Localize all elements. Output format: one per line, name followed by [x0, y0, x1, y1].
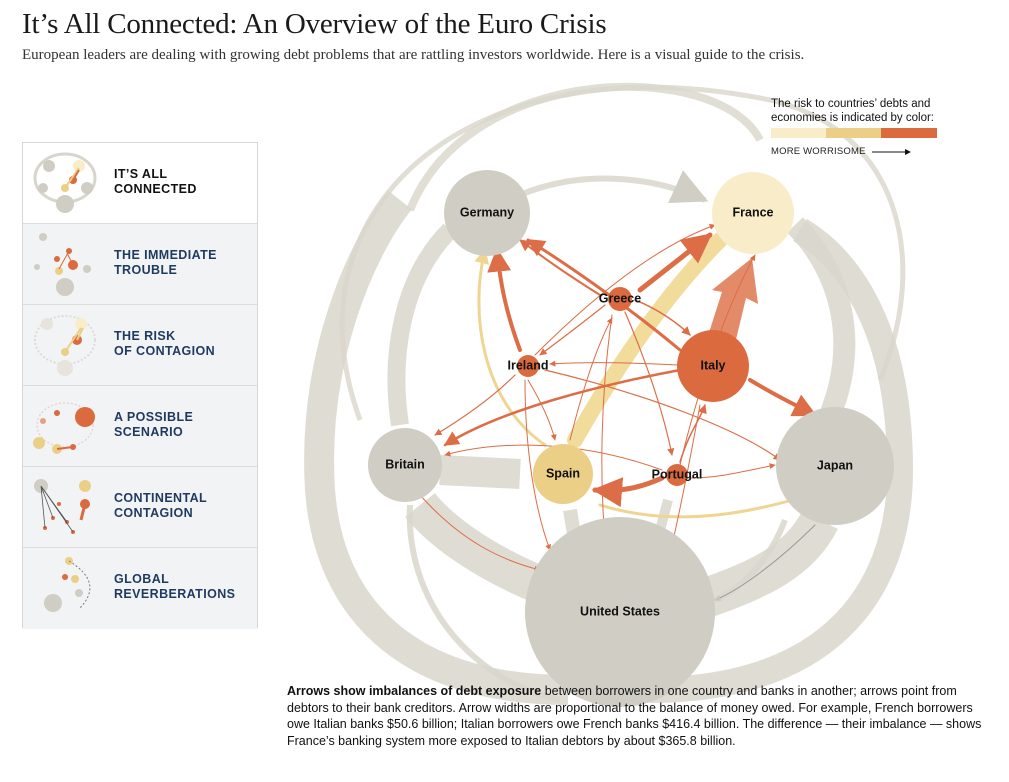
arrow-britain-outer — [406, 504, 561, 703]
page-title: It’s All Connected: An Overview of the E… — [22, 8, 607, 40]
node-greece[interactable]: Greece — [599, 287, 641, 311]
arrow-us-to-japan-outer — [649, 218, 914, 703]
node-label-spain: Spain — [546, 466, 580, 480]
nav-item-its-all-connected[interactable]: IT’S ALL CONNECTED — [23, 143, 257, 224]
nav-item-the-risk-of-contagion[interactable]: THE RISK OF CONTAGION — [23, 305, 257, 386]
arrow-japan-to-france — [787, 217, 856, 420]
nav-label: THE IMMEDIATE TROUBLE — [114, 248, 217, 277]
arrow-us-to-britain-short — [405, 492, 548, 603]
node-label-italy: Italy — [700, 358, 725, 372]
arrow-italy-to-japan — [748, 378, 818, 417]
node-spain[interactable]: Spain — [533, 444, 593, 504]
arrow-germany-to-britain — [387, 223, 457, 427]
arrow-britain-to-spain — [439, 455, 521, 489]
yellow-exposure-arrows — [474, 232, 812, 519]
node-united-states[interactable]: United States — [525, 517, 715, 707]
arrow-spain-to-greece — [569, 317, 613, 441]
thumbnail-its-all-connected-icon — [33, 152, 97, 213]
country-nodes: United States Germany France Britain Jap… — [368, 170, 894, 707]
caption-body: between borrowers in one country and ban… — [287, 684, 982, 748]
thumbnail-continental-contagion-icon — [34, 479, 91, 534]
arrow-japan-to-us-thin — [714, 524, 816, 601]
page-subtitle: European leaders are dealing with growin… — [22, 47, 805, 63]
thumbnail-possible-scenario-icon — [33, 402, 95, 454]
arrow-greece-to-portugal — [624, 311, 675, 456]
sidebar-nav: IT’S ALL CONNECTED THE IMMEDIATE TROUBLE… — [22, 142, 258, 629]
arrow-italy-to-germany — [526, 238, 682, 352]
arrow-greece-to-italy — [634, 299, 691, 336]
diagram-caption: Arrows show imbalances of debt exposure … — [287, 683, 987, 749]
node-portugal[interactable]: Portugal — [652, 464, 703, 486]
node-label-portugal: Portugal — [652, 467, 703, 481]
arrow-us-to-britain — [304, 190, 569, 705]
legend-arrow-label: MORE WORRISOME — [771, 146, 866, 157]
arrow-ireland-to-france — [534, 224, 716, 356]
gray-exposure-arrows — [304, 82, 914, 705]
legend-swatch-low — [771, 128, 826, 138]
node-ireland[interactable]: Ireland — [508, 355, 549, 377]
nav-item-continental-contagion[interactable]: CONTINENTAL CONTAGION — [23, 467, 257, 548]
nav-label: A POSSIBLE SCENARIO — [114, 410, 194, 439]
arrow-greece-to-us — [601, 314, 613, 541]
nav-label: THE RISK OF CONTAGION — [114, 329, 216, 358]
arrow-greece-to-france — [637, 232, 713, 293]
node-label-germany: Germany — [460, 205, 514, 219]
node-label-france: France — [733, 205, 774, 219]
node-label-greece: Greece — [599, 291, 641, 305]
node-label-britain: Britain — [385, 457, 425, 471]
legend-swatch-high — [881, 128, 937, 138]
arrow-ireland-to-britain — [434, 374, 516, 436]
node-italy[interactable]: Italy — [677, 330, 749, 402]
node-germany[interactable]: Germany — [444, 170, 530, 256]
thumbnail-risk-of-contagion-icon — [34, 315, 96, 376]
right-arrow-icon — [871, 148, 911, 155]
arrow-italy-to-britain — [443, 368, 682, 447]
arrow-portugal-to-britain — [444, 444, 663, 471]
node-label-japan: Japan — [817, 458, 853, 472]
arrow-ireland-to-germany — [487, 247, 522, 352]
node-france[interactable]: France — [712, 172, 794, 254]
nav-label: GLOBAL REVERBERATIONS — [114, 572, 236, 601]
arrow-portugal-to-japan — [689, 463, 776, 479]
red-exposure-arrows — [419, 224, 818, 601]
nav-item-global-reverberations[interactable]: GLOBAL REVERBERATIONS — [23, 548, 257, 629]
node-label-united-states: United States — [580, 604, 660, 618]
nav-label: IT’S ALL CONNECTED — [114, 167, 197, 196]
node-label-ireland: Ireland — [508, 358, 549, 372]
arrow-outer-top — [339, 84, 906, 421]
nav-item-the-immediate-trouble[interactable]: THE IMMEDIATE TROUBLE — [23, 224, 257, 305]
arrow-ireland-to-spain — [527, 379, 557, 441]
legend-color-scale — [771, 128, 937, 138]
arrow-italy-to-ireland — [549, 360, 679, 367]
arrow-greece-to-germany — [519, 239, 601, 296]
arrow-spain-to-japan — [598, 493, 812, 519]
arrow-ireland-to-us — [524, 379, 551, 551]
risk-legend: The risk to countries’ debts and economi… — [771, 97, 971, 157]
nav-item-a-possible-scenario[interactable]: A POSSIBLE SCENARIO — [23, 386, 257, 467]
arrow-us-to-japan — [693, 510, 838, 619]
arrow-britain-to-us — [419, 494, 541, 572]
legend-text: The risk to countries’ debts and economi… — [771, 98, 934, 124]
legend-swatch-mid — [826, 128, 881, 138]
arrow-spain-to-germany — [474, 248, 547, 447]
thumbnail-immediate-trouble-icon — [34, 233, 91, 296]
node-japan[interactable]: Japan — [776, 407, 894, 525]
arrow-greece-to-ireland — [539, 304, 606, 356]
caption-lead: Arrows show imbalances of debt exposure — [287, 684, 542, 698]
node-britain[interactable]: Britain — [368, 428, 442, 502]
thumbnail-global-reverberations-icon — [44, 557, 91, 612]
arrow-ireland-to-japan — [544, 369, 781, 461]
nav-label: CONTINENTAL CONTAGION — [114, 491, 208, 520]
arrow-portugal-to-italy — [679, 404, 707, 463]
arrow-germany-to-france — [518, 170, 709, 203]
